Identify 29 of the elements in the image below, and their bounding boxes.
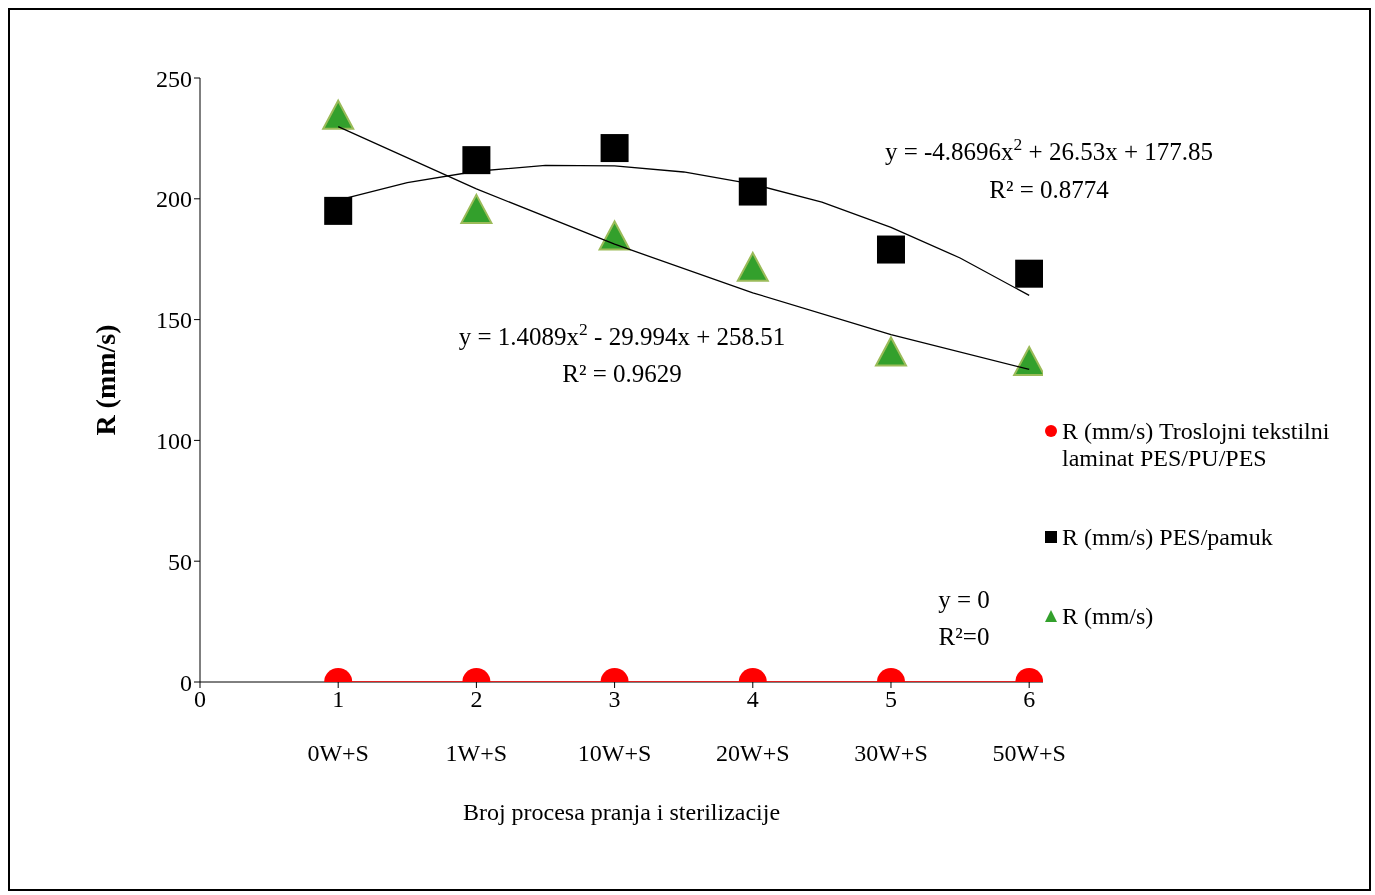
annotation: R²=0	[938, 623, 990, 650]
x-axis-title: Broj procesa pranja i sterilizacije	[462, 799, 781, 825]
text: 50W+S	[992, 740, 1066, 767]
text: 0W+S	[307, 740, 369, 767]
legend-label: R (mm/s) Troslojni tekstilni laminat PES/PU/PES	[1062, 418, 1331, 472]
annotation: y = -4.8696x$^{2}$ + 26.53x + 177.85	[884, 134, 1214, 165]
legend-label: R (mm/s)	[1062, 603, 1154, 630]
annotation: R² = 0.9629	[562, 360, 682, 387]
legend-label: R (mm/s) PES/pamuk	[1062, 524, 1273, 551]
y-axis-title: R (mm/s)	[89, 324, 121, 436]
x-tick-label: 3	[608, 686, 621, 713]
x-tick-label: 5	[884, 686, 897, 713]
annotation: y = 1.4089x$^{2}$ - 29.994x + 258.51	[458, 319, 786, 350]
x-tick-label: 4	[746, 686, 759, 713]
text: 1W+S	[445, 740, 508, 767]
y-tick-label: 50	[168, 548, 192, 575]
x-tick-label: 1	[332, 686, 345, 713]
text: 30W+S	[854, 740, 928, 767]
y-tick-label: 100	[156, 427, 192, 454]
annotation: R² = 0.8774	[989, 176, 1110, 203]
y-tick-label: 0	[180, 669, 192, 696]
y-tick-label: 250	[156, 65, 192, 92]
y-tick-label: 200	[156, 186, 192, 213]
x-tick-label: 2	[470, 686, 483, 713]
x-tick-label: 6	[1023, 686, 1036, 713]
y-tick-label: 150	[156, 307, 192, 334]
text: 20W+S	[716, 740, 790, 767]
annotation: y = 0	[938, 586, 990, 613]
text: 10W+S	[577, 740, 652, 767]
